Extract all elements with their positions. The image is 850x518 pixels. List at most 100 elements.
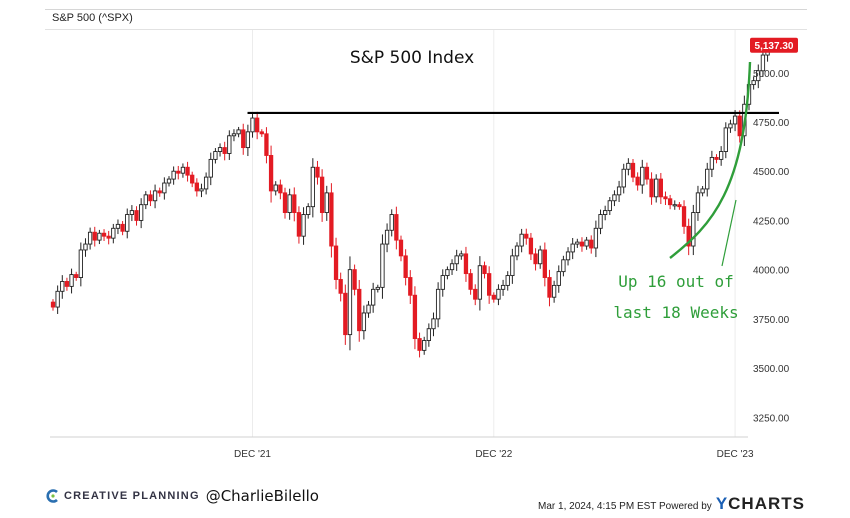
candle-body — [491, 294, 496, 300]
candle-body — [250, 117, 255, 133]
candle-body — [422, 340, 427, 351]
candle-body — [672, 204, 677, 207]
candle-body — [412, 294, 418, 340]
candle-body — [723, 127, 728, 152]
candle-body — [375, 286, 380, 290]
candle-body — [333, 245, 339, 280]
candle-body — [760, 54, 766, 72]
candle-body — [55, 290, 60, 308]
candle-body — [667, 198, 673, 206]
candle-body — [510, 255, 515, 277]
candle-body — [343, 292, 348, 336]
candle-body — [524, 233, 529, 239]
x-tick-label: DEC '22 — [475, 449, 512, 460]
candle-body — [677, 204, 682, 208]
candle-body — [584, 239, 589, 247]
candle-body — [658, 178, 663, 198]
candle-body — [361, 312, 367, 332]
candle-body — [162, 182, 167, 194]
candle-body — [296, 212, 302, 237]
candle-body — [203, 176, 209, 190]
candle-body — [87, 231, 93, 245]
candle-body — [347, 269, 353, 336]
candle-body — [403, 255, 408, 278]
candle-body — [371, 288, 376, 306]
candle-body — [487, 273, 492, 296]
candle-body — [139, 204, 144, 221]
last-value-badge: 5,137.30 — [750, 37, 798, 53]
candle-body — [157, 190, 162, 194]
candle-body — [115, 223, 121, 229]
y-tick-label: 3750.00 — [753, 315, 790, 326]
candle-body — [194, 182, 199, 192]
acceleration-curve — [669, 61, 752, 259]
candle-body — [756, 70, 761, 82]
candle-body — [310, 166, 315, 208]
candle-body — [74, 274, 79, 278]
company-name: CREATIVE PLANNING — [64, 490, 200, 502]
ycharts-logo-y: Y — [715, 494, 729, 513]
creative-planning-logo-icon — [46, 489, 58, 503]
candle-body — [426, 328, 431, 341]
ticker-label: S&P 500 (^SPX) — [52, 12, 133, 24]
candle-body — [180, 166, 186, 174]
candle-body — [199, 188, 204, 192]
candle-body — [737, 115, 742, 137]
candle-body — [255, 117, 260, 133]
candle-body — [64, 281, 70, 287]
y-tick-label: 3500.00 — [753, 364, 790, 375]
gridlines — [50, 30, 748, 438]
candle-body — [575, 241, 580, 245]
candle-body — [324, 192, 329, 214]
candle-body — [603, 210, 608, 215]
candle-body — [69, 274, 74, 287]
y-tick-label: 5000.00 — [753, 69, 790, 80]
ycharts-logo-text: CHARTS — [728, 494, 805, 513]
annotation-line-1: Up 16 out of — [618, 272, 734, 291]
x-axis: DEC '21 DEC '22 DEC '23 — [234, 449, 754, 460]
candle-body — [542, 249, 547, 278]
footer-source: Mar 1, 2024, 4:15 PM EST Powered by YCHA… — [538, 494, 805, 514]
candle-body — [579, 241, 585, 247]
candle-body — [640, 166, 645, 186]
candle-body — [222, 147, 227, 154]
candle-body — [231, 133, 237, 137]
candle-body — [700, 188, 705, 194]
candle-body — [60, 281, 65, 292]
candle-body — [111, 227, 116, 239]
candle-body — [352, 269, 357, 290]
candle-body — [598, 214, 603, 229]
candle-body — [357, 288, 362, 332]
candle-body — [190, 174, 195, 184]
y-tick-label: 4750.00 — [753, 118, 790, 129]
candle-body — [514, 245, 520, 257]
candle-body — [152, 190, 158, 202]
candle-body — [751, 80, 756, 86]
y-tick-label: 4500.00 — [753, 167, 790, 178]
candle-body — [185, 166, 190, 176]
candle-body — [384, 229, 390, 245]
candle-body — [468, 273, 473, 290]
candle-body — [612, 194, 617, 202]
candle-body — [547, 277, 552, 298]
ycharts-logo: YCHARTS — [716, 494, 805, 514]
candle-body — [292, 194, 297, 214]
candle-body — [106, 235, 111, 239]
candle-body — [477, 265, 483, 300]
candle-body — [329, 192, 334, 247]
candle-body — [143, 194, 148, 206]
candle-body — [319, 176, 325, 214]
candle-body — [208, 158, 213, 178]
author-handle: @CharlieBilello — [205, 487, 319, 505]
candle-body — [500, 284, 506, 290]
candle-body — [565, 251, 571, 261]
candle-body — [380, 243, 385, 288]
candle-body — [473, 288, 478, 300]
candle-body — [268, 155, 274, 192]
candle-body — [714, 156, 719, 160]
candle-body — [236, 129, 241, 135]
candle-body — [241, 129, 246, 149]
candle-body — [245, 131, 251, 149]
y-tick-label: 4250.00 — [753, 216, 790, 227]
